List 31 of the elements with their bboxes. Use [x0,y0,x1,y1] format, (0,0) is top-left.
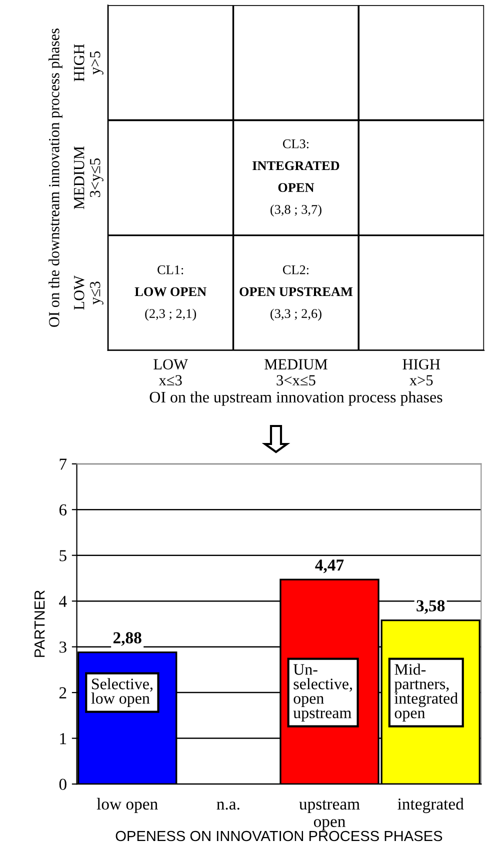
x-tick-label: n.a. [216,802,240,810]
x-tick-label: MEDIUM 3<x≤5 [264,359,328,386]
y-tick-label: 2 [59,687,66,698]
y-tick-label: HIGH y>5 [74,44,104,82]
y-tick-label: 3 [60,642,66,653]
x-tick-label: integrated [398,798,464,814]
text: CL3: INTEGRATED OPEN (3,8 ; 3,7) [252,139,340,217]
x-axis-title: OI on the upstream innovation process phases [150,391,442,406]
text: CL1: LOW OPEN (2,3 ; 2,1) [134,265,206,321]
annotation: Mid- partners, integrated open [394,664,458,722]
annotation: Un- selective, open upstream [293,664,352,722]
y-tick-label: 0 [59,778,66,790]
x-tick-label: low open [96,798,158,814]
text: CL2: OPEN UPSTREAM (3,3 ; 2,6) [240,265,353,321]
y-tick-label: 6 [59,504,67,516]
y-tick-label: LOW y≤3 [74,275,104,310]
y-tick-label: 7 [60,458,67,470]
annotation: Selective, low open [91,678,152,708]
x-tick-label: LOW x≤3 [154,359,188,386]
y-tick-label: 1 [60,733,66,744]
y-tick-label: MEDIUM 3<y≤5 [74,146,104,210]
x-axis-title: OPENESS ON INNOVATION PROCESS PHASES [116,830,442,842]
data-label: 3,58 [416,600,445,614]
x-tick-label: upstream open [299,800,360,830]
data-label: 4,47 [315,560,344,574]
data-label: 2,88 [113,632,142,646]
y-tick-label: 4 [59,596,67,607]
y-tick-label: 5 [60,550,66,562]
y-axis-title: PARTNER [34,590,45,657]
x-tick-label: HIGH x>5 [402,359,440,386]
y-axis-title: OI on the downstream innovation process phases [48,28,62,327]
